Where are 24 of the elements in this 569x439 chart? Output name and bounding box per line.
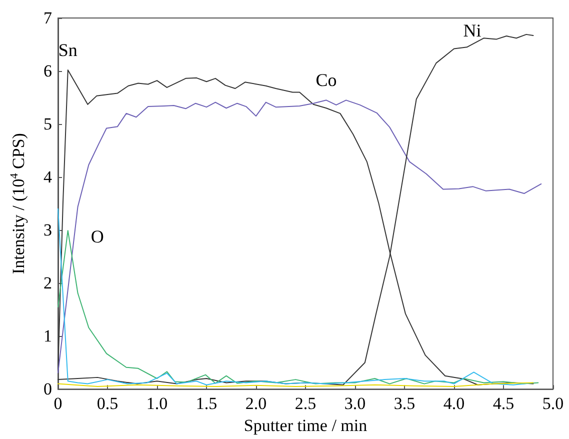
x-tick-label: 1.0: [146, 394, 168, 414]
x-tick-label: 2.5: [294, 394, 316, 414]
y-tick-label: 7: [44, 8, 52, 28]
x-tick-label: 4.5: [492, 394, 514, 414]
y-tick-label: 0: [44, 380, 52, 399]
series-label: Ni: [463, 20, 482, 40]
x-tick-label: 3.5: [394, 394, 416, 414]
x-tick-label: 2.0: [245, 394, 267, 414]
x-tick-label: 5.0: [542, 394, 564, 414]
series-label: Co: [316, 70, 337, 90]
x-tick-label: 4.0: [443, 394, 465, 414]
y-tick-label: 5: [44, 114, 52, 134]
y-tick-label: 6: [44, 62, 52, 81]
y-tick-label: 2: [44, 274, 52, 293]
series-label: Sn: [58, 40, 78, 60]
y-tick-label: 3: [44, 220, 52, 240]
y-tick-label: 4: [44, 168, 52, 187]
x-tick-label: 3.0: [344, 394, 366, 414]
series-label: O: [90, 226, 104, 247]
x-axis-title: Sputter time / min: [244, 416, 368, 435]
x-tick-label: 0.5: [96, 394, 118, 414]
y-tick-label: 1: [44, 326, 52, 346]
y-axis-title: Intensity / (104 CPS): [8, 133, 28, 274]
x-tick-label: 1.5: [196, 394, 218, 414]
